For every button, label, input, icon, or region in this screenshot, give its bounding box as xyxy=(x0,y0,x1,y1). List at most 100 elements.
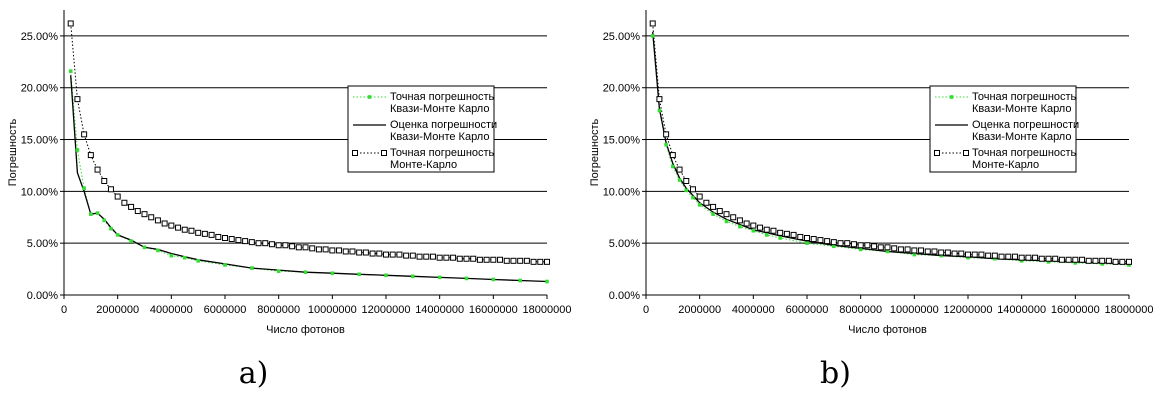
data-point-qmc-exact xyxy=(89,212,93,216)
data-point-qmc-exact xyxy=(671,164,675,169)
data-point-mc-exact xyxy=(322,246,329,253)
panel-caption: a) xyxy=(239,356,269,391)
legend-box xyxy=(347,85,495,173)
legend-label: Точная погрешность xyxy=(390,91,495,103)
y-tick-label: 10.00% xyxy=(21,186,59,198)
data-point-mc-exact xyxy=(362,249,369,256)
data-point-mc-exact xyxy=(383,251,389,258)
data-point-mc-exact xyxy=(777,229,784,236)
x-axis-title: Число фотонов xyxy=(848,324,927,336)
data-point-qmc-exact xyxy=(169,253,174,258)
data-point-qmc-exact xyxy=(1046,260,1051,264)
legend-swatch-marker xyxy=(367,95,372,99)
data-point-mc-exact xyxy=(436,254,443,261)
data-point-qmc-exact xyxy=(82,186,86,191)
data-point-mc-exact xyxy=(315,246,322,253)
data-point-qmc-exact xyxy=(778,236,782,240)
data-point-mc-exact xyxy=(837,240,844,247)
data-point-qmc-exact xyxy=(751,228,756,233)
x-tick-label: 4000000 xyxy=(150,304,193,316)
data-point-mc-exact xyxy=(67,20,74,27)
data-point-mc-exact xyxy=(763,226,770,233)
data-point-qmc-exact xyxy=(939,253,943,258)
data-point-mc-exact xyxy=(148,214,155,221)
data-point-qmc-exact xyxy=(303,270,308,274)
data-point-mc-exact xyxy=(669,152,676,159)
data-point-qmc-exact xyxy=(832,244,836,249)
data-point-mc-exact xyxy=(797,233,804,240)
data-point-mc-exact xyxy=(1099,257,1106,264)
data-point-mc-exact xyxy=(871,243,878,250)
data-point-mc-exact xyxy=(517,257,524,264)
data-point-mc-exact xyxy=(1092,257,1099,264)
x-tick-label: 18000000 xyxy=(523,304,572,316)
data-point-mc-exact xyxy=(897,246,904,253)
data-point-mc-exact xyxy=(790,231,797,238)
data-point-mc-exact xyxy=(730,214,737,221)
data-point-qmc-exact xyxy=(276,269,281,273)
data-point-mc-exact xyxy=(850,241,857,248)
data-point-mc-exact xyxy=(181,226,188,233)
data-point-qmc-exact xyxy=(142,245,147,250)
data-point-mc-exact xyxy=(710,203,717,210)
data-point-mc-exact xyxy=(403,252,410,259)
chart-b-svg: 0.00% 5.00% 10.00% 15.00% 20.00% 25.00% 0 20000… xyxy=(589,10,1153,391)
data-point-qmc-exact xyxy=(68,69,73,73)
x-tick-label: 0 xyxy=(643,304,649,316)
data-point-mc-exact xyxy=(911,247,918,254)
data-point-mc-exact xyxy=(168,222,175,229)
data-point-qmc-exact xyxy=(545,279,549,284)
data-point-mc-exact xyxy=(1119,258,1126,265)
data-point-mc-exact xyxy=(985,252,992,259)
data-point-qmc-exact xyxy=(677,178,682,182)
data-point-mc-exact xyxy=(376,250,383,257)
data-point-mc-exact xyxy=(503,257,510,264)
data-point-qmc-exact xyxy=(764,233,769,237)
data-point-mc-exact xyxy=(282,242,289,249)
data-point-mc-exact xyxy=(208,231,215,238)
data-point-qmc-exact xyxy=(411,274,415,279)
data-point-mc-exact xyxy=(1065,256,1072,263)
legend-swatch-marker xyxy=(934,150,940,156)
data-point-mc-exact xyxy=(1018,254,1025,261)
x-tick-label: 12000000 xyxy=(944,304,993,316)
data-point-mc-exact xyxy=(275,242,282,249)
x-tick-label: 8000000 xyxy=(839,304,882,316)
x-tick-label: 2000000 xyxy=(678,304,721,316)
data-point-qmc-exact xyxy=(129,239,133,243)
data-point-mc-exact xyxy=(1011,253,1018,260)
data-point-qmc-exact xyxy=(858,247,863,252)
data-point-mc-exact xyxy=(423,253,430,260)
data-point-mc-exact xyxy=(195,229,202,236)
data-point-qmc-exact xyxy=(109,226,113,231)
legend-label: Квази-Монте Карло xyxy=(972,131,1071,143)
data-point-qmc-exact xyxy=(250,266,254,270)
data-point-qmc-exact xyxy=(912,252,917,257)
x-tick-label: 0 xyxy=(61,304,67,316)
chart-panel-a: 0.00% 5.00% 10.00% 15.00% 20.00% 25.00% 0 20000… xyxy=(0,0,581,393)
data-point-mc-exact xyxy=(289,243,296,250)
data-point-mc-exact xyxy=(1032,254,1039,261)
data-point-qmc-exact xyxy=(115,233,120,237)
legend-label: Квази-Монте Карло xyxy=(390,131,489,143)
data-point-mc-exact xyxy=(175,224,182,231)
legend-label: Квази-Монте Карло xyxy=(972,103,1071,115)
panel-caption: b) xyxy=(820,356,851,391)
data-point-qmc-exact xyxy=(711,212,715,216)
data-point-mc-exact xyxy=(101,178,108,184)
data-point-qmc-exact xyxy=(1073,261,1078,265)
data-point-mc-exact xyxy=(1038,255,1045,262)
legend-label: Оценка погрешности xyxy=(390,119,497,131)
data-point-mc-exact xyxy=(450,254,457,261)
data-point-mc-exact xyxy=(154,217,161,224)
data-point-mc-exact xyxy=(470,255,477,262)
x-axis-title: Число фотонов xyxy=(266,324,345,336)
data-point-qmc-exact xyxy=(885,249,890,254)
data-point-mc-exact xyxy=(349,248,356,255)
data-point-mc-exact xyxy=(336,247,343,254)
data-point-mc-exact xyxy=(1025,254,1032,261)
data-point-qmc-exact xyxy=(1100,262,1104,266)
data-point-mc-exact xyxy=(396,251,403,258)
legend-label: Точная погрешность xyxy=(972,147,1077,159)
data-point-qmc-exact xyxy=(75,148,80,152)
